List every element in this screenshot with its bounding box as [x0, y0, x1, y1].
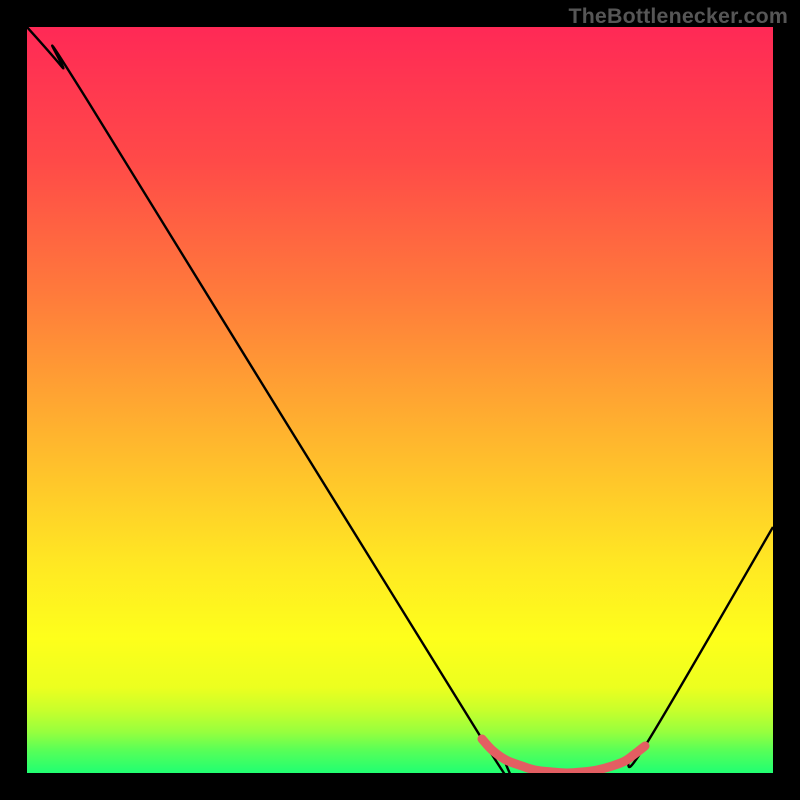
chart-plot-area — [27, 27, 773, 773]
chart-background — [27, 27, 773, 773]
watermark-label: TheBottlenecker.com — [568, 4, 788, 29]
chart-frame: TheBottlenecker.com — [0, 0, 800, 800]
chart-svg — [27, 27, 773, 773]
